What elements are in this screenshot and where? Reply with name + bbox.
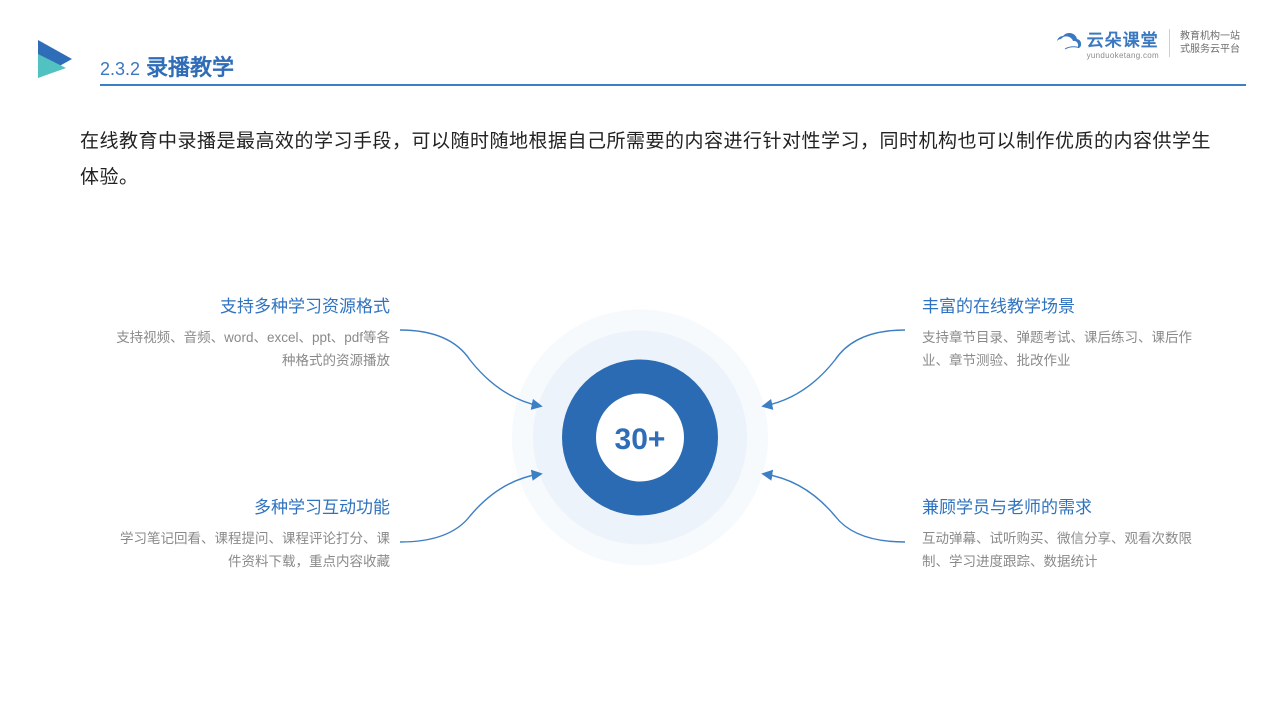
brand-name: 云朵课堂 xyxy=(1087,26,1159,51)
feature-desc: 学习笔记回看、课程提问、课程评论打分、课件资料下载，重点内容收藏 xyxy=(110,528,390,574)
brand-caption: 教育机构一站式服务云平台 xyxy=(1180,30,1246,57)
header: 2.3.2 录播教学 云朵课堂 yunduoketang.com 教育机构一站式… xyxy=(0,0,1280,92)
title-underline xyxy=(100,84,1246,86)
feature-desc: 互动弹幕、试听购买、微信分享、观看次数限制、学习进度跟踪、数据统计 xyxy=(922,528,1202,574)
center-value: 30+ xyxy=(615,423,666,457)
section-number: 2.3.2 xyxy=(100,59,140,80)
intro-text: 在线教育中录播是最高效的学习手段，可以随时随地根据自己所需要的内容进行针对性学习… xyxy=(80,124,1220,196)
play-icon xyxy=(36,36,82,87)
feature-desc: 支持章节目录、弹题考试、课后练习、课后作业、章节测验、批改作业 xyxy=(922,327,1202,373)
brand-logo: 云朵课堂 yunduoketang.com xyxy=(1055,26,1159,60)
section-title: 2.3.2 录播教学 xyxy=(100,50,234,82)
feature-title: 丰富的在线教学场景 xyxy=(922,292,1202,317)
feature-title: 多种学习互动功能 xyxy=(110,493,390,518)
brand-sub: yunduoketang.com xyxy=(1087,51,1159,60)
feature-student-teacher: 兼顾学员与老师的需求 互动弹幕、试听购买、微信分享、观看次数限制、学习进度跟踪、… xyxy=(922,493,1202,574)
section-name: 录播教学 xyxy=(146,50,234,82)
feature-teaching-scenarios: 丰富的在线教学场景 支持章节目录、弹题考试、课后练习、课后作业、章节测验、批改作… xyxy=(922,292,1202,373)
feature-title: 支持多种学习资源格式 xyxy=(110,292,390,317)
feature-interaction: 多种学习互动功能 学习笔记回看、课程提问、课程评论打分、课件资料下载，重点内容收… xyxy=(110,493,390,574)
feature-diagram: 30+ 支持多种学习资源格式 支持视频、音频、word、excel、ppt、pd… xyxy=(0,230,1280,650)
brand-block: 云朵课堂 yunduoketang.com 教育机构一站式服务云平台 xyxy=(1055,26,1246,60)
cloud-icon xyxy=(1055,32,1083,54)
feature-title: 兼顾学员与老师的需求 xyxy=(922,493,1202,518)
feature-supports-formats: 支持多种学习资源格式 支持视频、音频、word、excel、ppt、pdf等各种… xyxy=(110,292,390,373)
feature-desc: 支持视频、音频、word、excel、ppt、pdf等各种格式的资源播放 xyxy=(110,327,390,373)
brand-divider xyxy=(1169,29,1170,57)
